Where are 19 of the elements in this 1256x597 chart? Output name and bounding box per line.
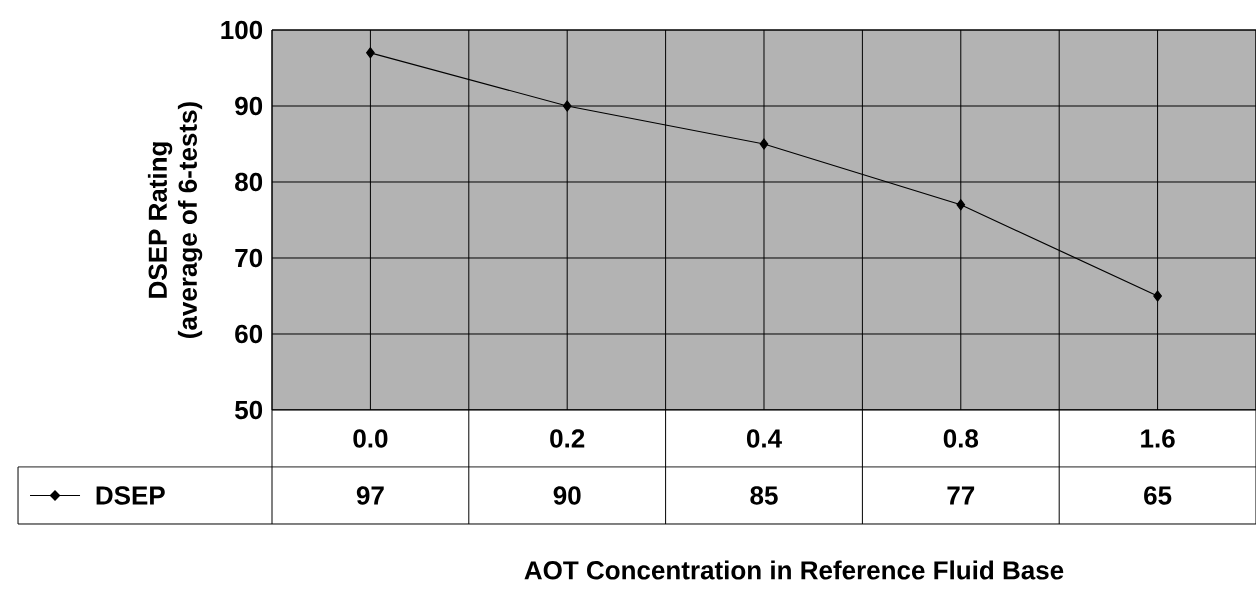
y-tick-label: 50	[235, 400, 263, 420]
data-label: 65	[1144, 486, 1172, 505]
y-tick-label: 90	[235, 96, 263, 116]
x-tick-label: 0.2	[550, 429, 585, 448]
y-axis-title: DSEP Rating (average of 6-tests)	[147, 102, 203, 338]
y-tick-label: 60	[235, 324, 263, 344]
y-tick-label: 100	[221, 20, 263, 40]
data-label: 97	[356, 486, 384, 505]
data-label: 85	[750, 486, 778, 505]
data-label: 77	[947, 486, 975, 505]
x-axis-title: AOT Concentration in Reference Fluid Base	[524, 560, 1064, 580]
x-tick-label: 1.6	[1141, 429, 1175, 448]
y-tick-label: 80	[235, 172, 263, 192]
y-tick-label: 70	[235, 248, 263, 268]
legend-label: DSEP	[96, 486, 165, 505]
x-tick-label: 0.0	[353, 429, 388, 448]
x-tick-label: 0.4	[746, 429, 782, 448]
x-tick-label: 0.8	[943, 429, 979, 448]
data-label: 90	[553, 486, 581, 505]
